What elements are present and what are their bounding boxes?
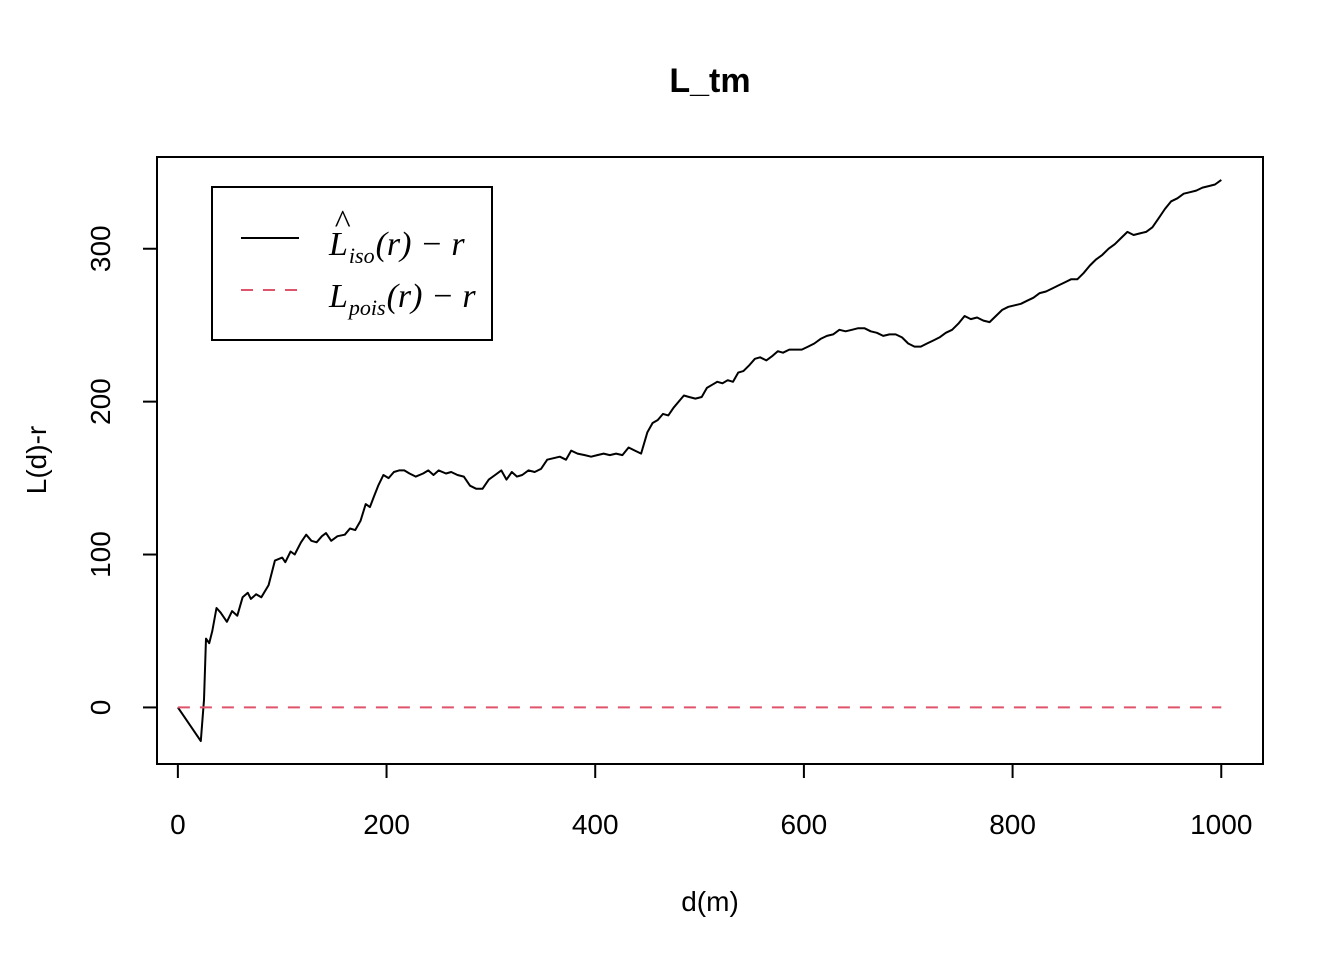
legend-main: L xyxy=(328,278,348,315)
legend: Liso(r) − r^Lpois(r) − r xyxy=(211,186,493,341)
x-axis: 0 200 400 600 800 1000 xyxy=(170,763,1252,840)
legend-subscript: iso xyxy=(349,243,375,268)
y-tick-label: 0 xyxy=(85,700,116,716)
legend-subscript: pois xyxy=(347,295,386,320)
series-line-iso xyxy=(177,179,1222,743)
legend-box xyxy=(211,186,493,341)
y-tick-label: 100 xyxy=(85,531,116,578)
chart-title: L_tm xyxy=(669,62,750,100)
legend-hat: ^ xyxy=(334,204,351,241)
x-tick-label: 200 xyxy=(363,809,410,840)
x-tick-label: 600 xyxy=(781,809,828,840)
legend-suffix: (r) − r xyxy=(387,278,477,315)
legend-main: L xyxy=(328,226,348,263)
legend-label-iso: Liso(r) − r xyxy=(328,226,465,268)
series-layer xyxy=(177,179,1222,743)
x-axis-label: d(m) xyxy=(681,886,739,917)
legend-suffix: (r) − r xyxy=(376,226,466,263)
y-axis-label: L(d)-r xyxy=(21,426,52,494)
x-tick-label: 0 xyxy=(170,809,186,840)
legend-label-pois: Lpois(r) − r xyxy=(328,278,476,320)
y-tick-label: 200 xyxy=(85,378,116,425)
y-tick-label: 300 xyxy=(85,225,116,272)
x-tick-label: 1000 xyxy=(1190,809,1252,840)
x-tick-label: 800 xyxy=(989,809,1036,840)
x-tick-label: 400 xyxy=(572,809,619,840)
y-axis: 0 100 200 300 xyxy=(85,225,158,716)
